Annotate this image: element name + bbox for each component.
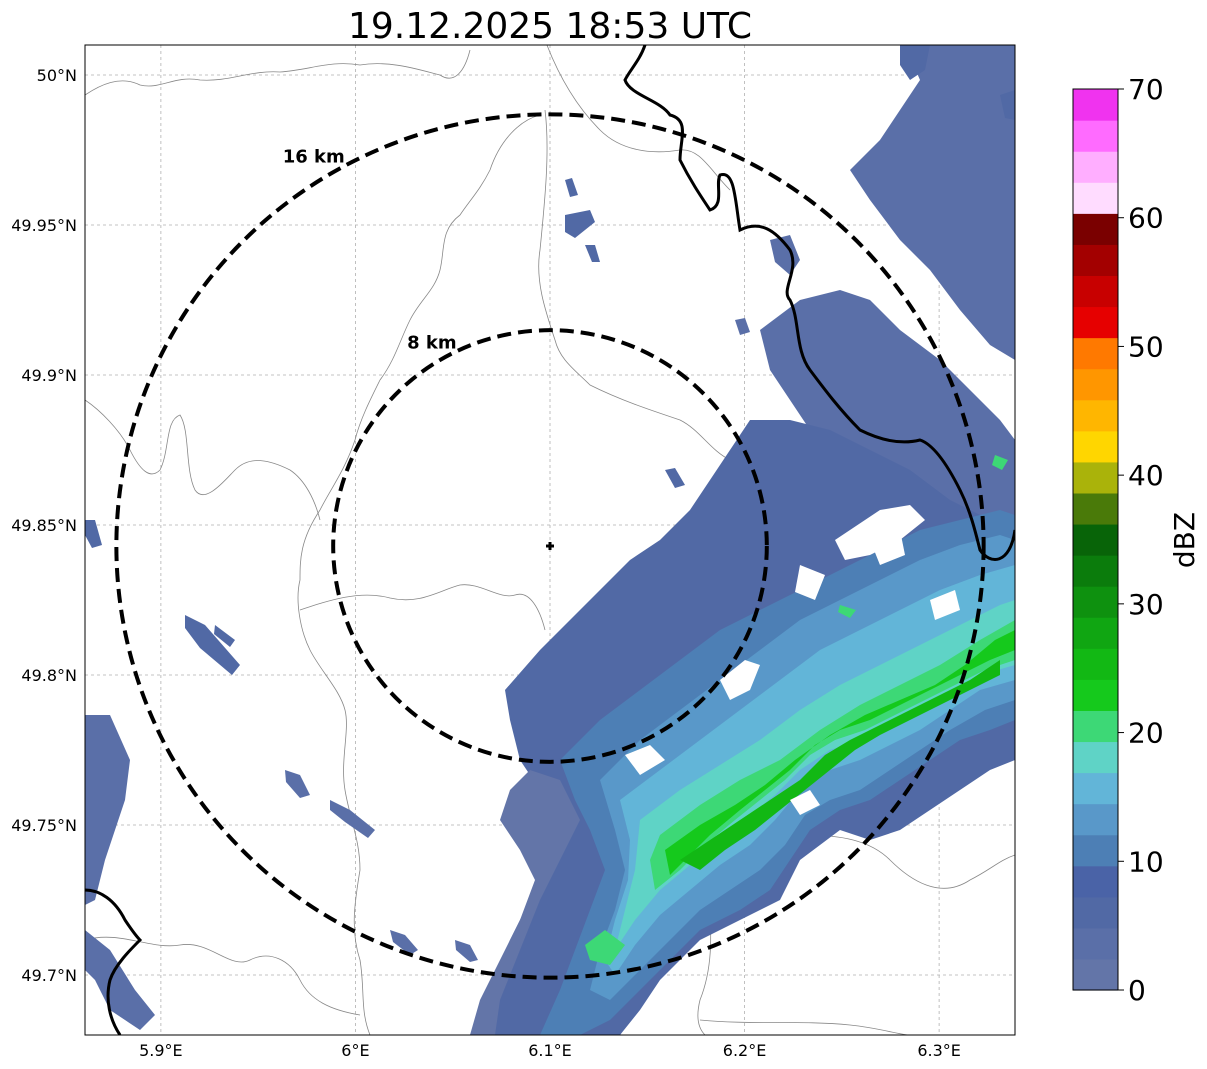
colorbar-swatch <box>1073 120 1118 152</box>
lon-tick-label: 6.3°E <box>917 1041 961 1060</box>
colorbar-swatch <box>1073 430 1118 463</box>
colorbar-swatch <box>1073 492 1118 525</box>
colorbar-swatch <box>1073 213 1118 245</box>
colorbar-swatch <box>1073 617 1118 649</box>
longitude-tick-labels: 5.9°E 6°E 6.1°E 6.2°E 6.3°E <box>139 1041 961 1060</box>
colorbar-swatch <box>1073 741 1118 774</box>
range-ring-label: 8 km <box>407 332 457 353</box>
colorbar-swatch <box>1073 586 1118 618</box>
lat-tick-label: 49.8°N <box>21 666 77 685</box>
lon-tick-label: 6.1°E <box>528 1041 572 1060</box>
colorbar-tick-label: 40 <box>1128 459 1164 492</box>
colorbar-tick-label: 60 <box>1128 202 1164 235</box>
colorbar: 0 10 20 30 40 50 60 70 dBZ <box>1072 73 1201 1007</box>
colorbar-swatch <box>1073 803 1118 836</box>
colorbar-swatch <box>1073 927 1118 960</box>
colorbar-tick-labels: 0 10 20 30 40 50 60 70 <box>1118 73 1164 1007</box>
lon-tick-label: 5.9°E <box>139 1041 183 1060</box>
radar-site-marker <box>546 542 554 550</box>
colorbar-swatch <box>1073 244 1118 277</box>
colorbar-swatch <box>1073 337 1118 370</box>
colorbar-swatch <box>1073 275 1118 308</box>
colorbar-swatch <box>1073 648 1118 680</box>
colorbar-swatch <box>1073 523 1118 556</box>
colorbar-swatch <box>1073 306 1118 339</box>
colorbar-swatch <box>1073 834 1118 867</box>
range-ring <box>114 112 986 980</box>
colorbar-swatch <box>1073 555 1118 587</box>
colorbar-swatch <box>1073 896 1118 929</box>
colorbar-swatch <box>1073 710 1118 743</box>
colorbar-swatch <box>1073 461 1118 494</box>
range-ring-label: 16 km <box>283 147 345 168</box>
colorbar-tick-label: 30 <box>1128 588 1164 621</box>
colorbar-tick-label: 20 <box>1128 717 1164 750</box>
colorbar-swatch <box>1073 368 1118 401</box>
figure-title: 19.12.2025 18:53 UTC <box>348 6 752 47</box>
lat-tick-label: 50°N <box>37 66 77 85</box>
colorbar-tick-label: 0 <box>1128 974 1146 1007</box>
map-panel: 8 km 16 km 5.9°E 6°E 6.1°E 6.2°E 6.3°E 50°N 49… <box>11 44 1016 1060</box>
latitude-tick-labels: 50°N 49.95°N 49.9°N 49.85°N 49.8°N 49.75°N 49.… <box>11 66 77 985</box>
national-border <box>85 45 1015 1035</box>
range-ring-labels: 8 km 16 km <box>283 147 457 354</box>
colorbar-swatch <box>1073 89 1118 121</box>
colorbar-label: dBZ <box>1168 512 1201 568</box>
colorbar-swatch <box>1073 865 1118 898</box>
colorbar-swatch <box>1073 679 1118 711</box>
lon-tick-label: 6.2°E <box>723 1041 767 1060</box>
lat-tick-label: 49.85°N <box>11 516 77 535</box>
reflectivity-echoes <box>85 45 1015 1035</box>
lat-tick-label: 49.9°N <box>21 366 77 385</box>
colorbar-swatch <box>1073 958 1118 991</box>
range-rings <box>114 112 986 980</box>
colorbar-swatch <box>1073 182 1118 214</box>
colorbar-frame <box>1072 88 1119 991</box>
lat-tick-label: 49.75°N <box>11 816 77 835</box>
lat-tick-label: 49.95°N <box>11 216 77 235</box>
colorbar-swatch <box>1073 772 1118 805</box>
colorbar-tick-label: 10 <box>1128 845 1164 878</box>
map-frame <box>84 44 1016 1036</box>
colorbar-swatch <box>1073 399 1118 432</box>
colorbar-swatches <box>1073 89 1118 991</box>
colorbar-swatch <box>1073 151 1118 183</box>
colorbar-tick-label: 70 <box>1128 73 1164 106</box>
lat-tick-label: 49.7°N <box>21 966 77 985</box>
lon-tick-label: 6°E <box>341 1041 369 1060</box>
range-ring <box>331 328 769 764</box>
colorbar-tick-label: 50 <box>1128 330 1164 363</box>
